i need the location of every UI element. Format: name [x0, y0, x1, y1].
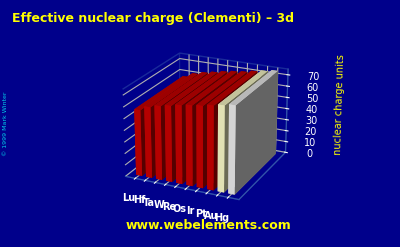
Text: © 1999 Mark Winter: © 1999 Mark Winter: [3, 91, 8, 156]
Text: www.webelements.com: www.webelements.com: [125, 219, 291, 232]
Text: Effective nuclear charge (Clementi) – 3d: Effective nuclear charge (Clementi) – 3d: [12, 12, 294, 25]
